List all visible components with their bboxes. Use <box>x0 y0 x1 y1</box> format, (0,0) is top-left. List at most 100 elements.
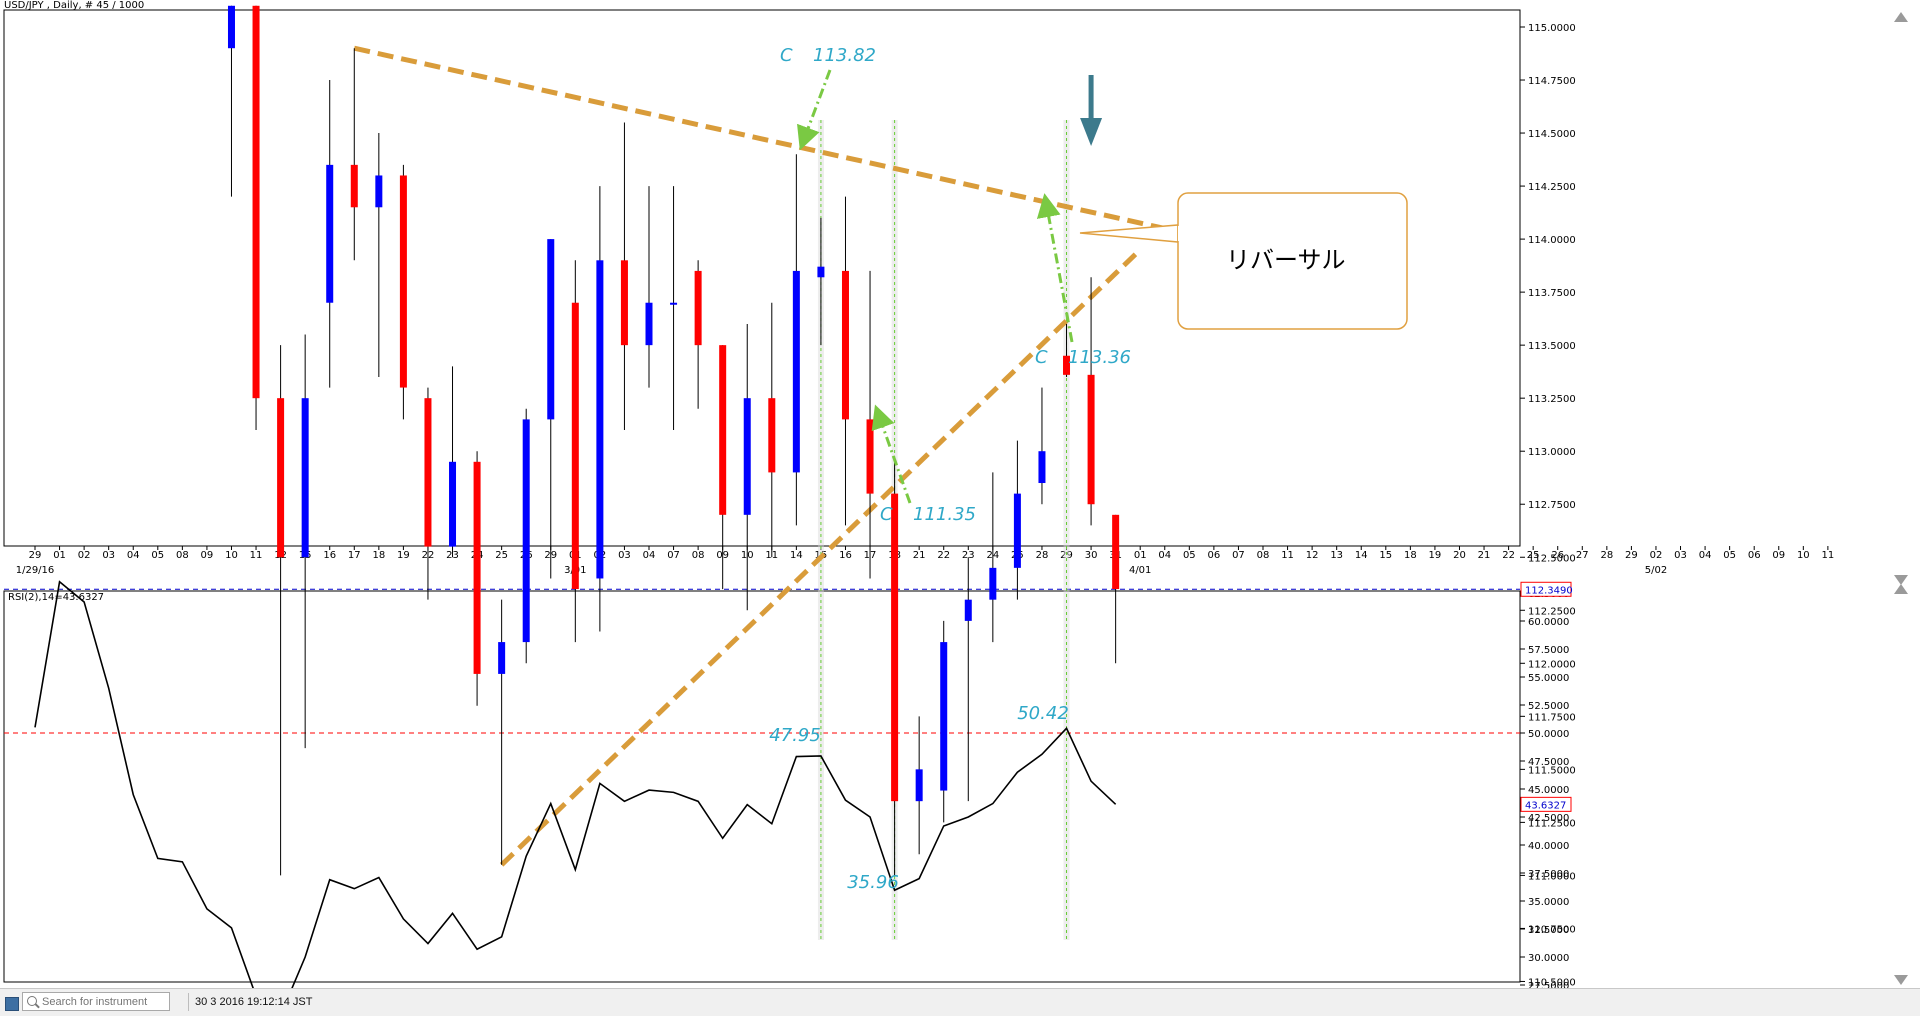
rsi-tick-label: 57.5000 <box>1528 645 1569 656</box>
scroll-down-icon <box>1894 575 1908 585</box>
x-day-label: 12 <box>1306 550 1319 561</box>
rsi-tick-label: 60.0000 <box>1528 617 1569 628</box>
candle-body <box>449 461 457 547</box>
candle-body <box>841 270 849 420</box>
price-tick-label: 112.5000 <box>1528 553 1576 564</box>
x-day-label: 06 <box>1208 550 1221 561</box>
x-day-label: 16 <box>839 550 852 561</box>
x-day-label: 22 <box>937 550 950 561</box>
rsi-tick-label: 45.0000 <box>1528 785 1569 796</box>
x-month-label: 1/29/16 <box>16 565 55 576</box>
scroll-up-icon <box>1894 12 1908 22</box>
price-tick-label: 112.2500 <box>1528 606 1576 617</box>
callout-text: リバーサル <box>1226 246 1346 274</box>
price-tick-label: 113.7500 <box>1528 288 1576 299</box>
x-day-label: 01 <box>1134 550 1147 561</box>
price-tick-label: 110.5000 <box>1528 977 1576 988</box>
x-day-label: 09 <box>201 550 214 561</box>
rsi-tick-label: 55.0000 <box>1528 673 1569 684</box>
candle-body <box>768 398 776 473</box>
x-day-label: 21 <box>1478 550 1491 561</box>
price-tick-label: 113.2500 <box>1528 394 1576 405</box>
candle-body <box>964 599 972 621</box>
candle-body <box>326 164 334 303</box>
candle-body <box>743 398 751 515</box>
candle-body <box>670 302 678 305</box>
x-day-label: 08 <box>176 550 189 561</box>
price-tick-label: 112.7500 <box>1528 500 1576 511</box>
rsi-annotation-label: 35.96 <box>847 872 899 893</box>
rsi-current-box <box>1520 796 1572 812</box>
current-price-box <box>1520 581 1572 597</box>
x-day-label: 29 <box>1625 550 1638 561</box>
x-day-label: 03 <box>1674 550 1687 561</box>
rsi-tick-label: 42.5000 <box>1528 813 1569 824</box>
x-day-label: 07 <box>1232 550 1245 561</box>
status-datetime: 30 3 2016 19:12:14 JST <box>195 996 313 1008</box>
annotation-c-label: C <box>880 504 893 525</box>
chart-title: USD/JPY , Daily, # 45 / 1000 <box>4 0 144 11</box>
search-input[interactable] <box>42 994 164 1009</box>
rsi-tick-label: 52.5000 <box>1528 701 1569 712</box>
x-day-label: 04 <box>1158 550 1171 561</box>
rsi-annotation-label: 50.42 <box>1017 703 1069 724</box>
search-icon <box>27 996 37 1006</box>
x-day-label: 25 <box>495 550 508 561</box>
x-day-label: 29 <box>1060 550 1073 561</box>
candle-body <box>227 5 235 49</box>
candle-body <box>252 5 260 399</box>
x-day-label: 03 <box>102 550 115 561</box>
rsi-annotation-label: 47.95 <box>769 725 821 746</box>
annotation-c-label: C <box>1035 347 1048 368</box>
price-tick-label: 111.2500 <box>1528 818 1576 829</box>
x-day-label: 18 <box>372 550 385 561</box>
candle-body <box>620 260 628 346</box>
x-day-label: 21 <box>913 550 926 561</box>
x-day-label: 10 <box>225 550 238 561</box>
status-divider <box>188 993 189 1011</box>
x-day-label: 02 <box>1650 550 1663 561</box>
candle-body <box>399 175 407 388</box>
candle-body <box>547 239 555 420</box>
candle-body <box>498 642 506 674</box>
x-day-label: 01 <box>53 550 66 561</box>
x-month-label: 5/02 <box>1645 565 1667 576</box>
candle-body <box>1038 451 1046 484</box>
candle-body <box>989 567 997 600</box>
candle-body <box>350 164 358 208</box>
candle-body <box>817 266 825 278</box>
rsi-tick-label: 37.5000 <box>1528 869 1569 880</box>
candle-body <box>596 260 604 579</box>
candle-body <box>1087 374 1095 505</box>
callout-pointer <box>1079 224 1179 243</box>
candle-body <box>424 398 432 547</box>
layout-icon[interactable] <box>5 997 19 1011</box>
annotation-arrow <box>871 404 912 504</box>
rsi-tick-label: 35.0000 <box>1528 897 1569 908</box>
rsi-tick-label: 30.0000 <box>1528 953 1569 964</box>
rsi-tick-label: 27.5000 <box>1528 981 1569 988</box>
price-tick-label: 111.7500 <box>1528 712 1576 723</box>
x-day-label: 25 <box>1527 550 1540 561</box>
price-tick-label: 114.7500 <box>1528 76 1576 87</box>
rsi-current-label: 43.6327 <box>1525 800 1566 811</box>
trendline-lower-support <box>499 247 1142 867</box>
candle-body <box>891 493 899 802</box>
candle-body <box>645 302 653 346</box>
x-day-label: 05 <box>1723 550 1736 561</box>
x-day-label: 08 <box>1257 550 1270 561</box>
rsi-tick-label: 32.5000 <box>1528 925 1569 936</box>
candle-body <box>792 270 800 473</box>
x-day-label: 05 <box>151 550 164 561</box>
price-tick-label: 113.0000 <box>1528 447 1576 458</box>
instrument-search-box[interactable] <box>22 992 170 1011</box>
x-day-label: 17 <box>348 550 361 561</box>
annotation-price-label: 113.82 <box>813 45 876 66</box>
chart-area[interactable]: USD/JPY , Daily, # 45 / 1000 RSI(2),14=43… <box>0 0 1920 988</box>
annotation-arrow <box>797 69 832 151</box>
price-tick-label: 111.5000 <box>1528 765 1576 776</box>
price-tick-label: 112.0000 <box>1528 659 1576 670</box>
candle-body <box>473 461 481 674</box>
current-price-label: 112.3490 <box>1525 585 1573 596</box>
price-tick-label: 113.5000 <box>1528 341 1576 352</box>
